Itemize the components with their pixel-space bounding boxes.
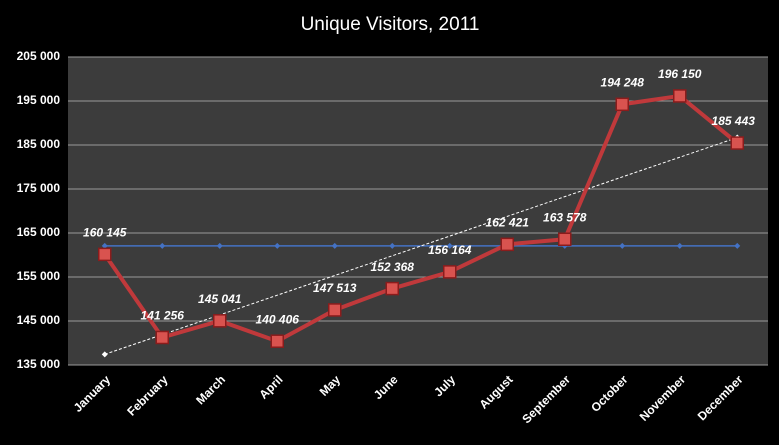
marker — [558, 232, 572, 247]
marker — [673, 89, 687, 103]
chart-title: Unique Visitors, 2011 — [301, 14, 480, 35]
y-tick-label: 195 000 — [17, 93, 61, 107]
marker — [159, 242, 166, 249]
marker — [615, 97, 629, 112]
value-label: 196 150 — [658, 67, 702, 81]
marker — [101, 242, 108, 249]
series-line — [103, 93, 739, 344]
value-label: 185 443 — [712, 114, 756, 128]
marker — [389, 242, 396, 249]
value-label: 145 041 — [198, 292, 242, 306]
value-label: 194 248 — [601, 75, 645, 89]
marker — [274, 242, 281, 249]
y-tick-label: 155 000 — [17, 269, 61, 283]
marker — [676, 242, 683, 249]
marker — [385, 281, 399, 296]
value-label: 163 578 — [543, 210, 587, 224]
marker — [216, 242, 223, 249]
marker — [101, 351, 108, 358]
marker — [500, 237, 514, 252]
marker — [331, 242, 338, 249]
marker — [730, 136, 744, 150]
marker — [443, 265, 457, 279]
marker — [328, 303, 342, 317]
value-label: 147 513 — [313, 281, 357, 295]
value-label: 162 421 — [486, 216, 530, 230]
y-tick-label: 185 000 — [17, 137, 61, 151]
marker — [213, 314, 227, 328]
marker — [734, 242, 741, 249]
marker — [270, 334, 284, 348]
series-line — [104, 137, 738, 355]
y-tick-label: 135 000 — [17, 357, 61, 371]
value-label: 160 145 — [83, 226, 127, 240]
marker — [155, 330, 169, 345]
plot-area — [68, 57, 768, 365]
value-label: 140 406 — [256, 312, 300, 326]
marker — [98, 247, 112, 262]
marker — [446, 242, 453, 249]
y-tick-label: 165 000 — [17, 225, 61, 239]
value-label: 141 256 — [141, 309, 185, 323]
value-label: 156 164 — [428, 243, 472, 257]
y-tick-label: 145 000 — [17, 313, 61, 327]
y-tick-label: 175 000 — [17, 181, 61, 195]
y-tick-label: 205 000 — [17, 49, 61, 63]
value-label: 152 368 — [371, 260, 415, 274]
marker — [619, 242, 626, 249]
